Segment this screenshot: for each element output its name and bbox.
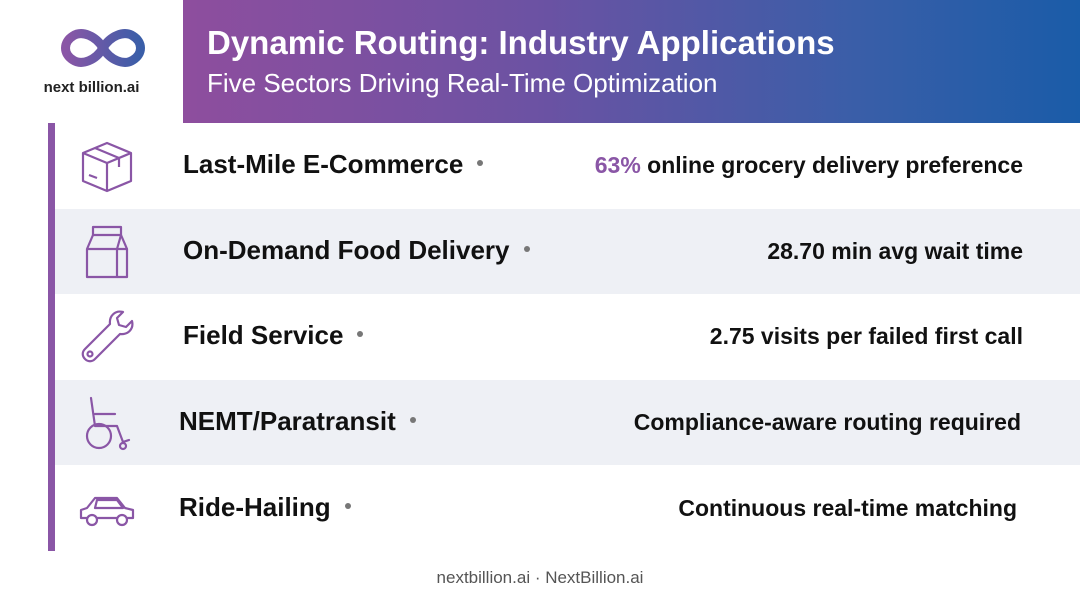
footer-text: nextbillion.ai · NextBillion.ai (436, 568, 644, 587)
logo-text: next billion.ai (43, 79, 140, 96)
industry-row-food-delivery: On-Demand Food Delivery 28.70 min avg wa… (55, 209, 1080, 294)
separator-dot (357, 331, 364, 338)
sector-label: NEMT/Paratransit (179, 406, 416, 437)
industry-row-field-service: Field Service 2.75 visits per failed fir… (55, 294, 1080, 379)
wrench-icon (81, 310, 134, 363)
industry-row-last-mile: Last-Mile E-Commerce 63% online grocery … (55, 123, 1080, 208)
separator-dot (344, 503, 351, 510)
sector-label: On-Demand Food Delivery (183, 235, 530, 266)
wheelchair-icon (85, 396, 131, 451)
header-banner: Dynamic Routing: Industry Applications F… (183, 0, 1080, 123)
sector-stat: Compliance-aware routing required (633, 409, 1021, 435)
separator-dot (477, 160, 484, 167)
industry-row-nemt: NEMT/Paratransit Compliance-aware routin… (55, 380, 1080, 465)
package-box-icon (81, 141, 133, 193)
sector-stat: 63% online grocery delivery preference (594, 152, 1023, 178)
infinity-logo-icon (61, 29, 145, 67)
separator-dot (523, 246, 530, 253)
car-icon (79, 496, 135, 527)
logo-area: next billion.ai (0, 0, 183, 123)
page-subtitle: Five Sectors Driving Real-Time Optimizat… (207, 68, 718, 98)
sector-label: Last-Mile E-Commerce (183, 149, 484, 180)
sector-stat: 28.70 min avg wait time (767, 238, 1023, 264)
sector-stat: Continuous real-time matching (678, 495, 1017, 521)
food-bag-icon (85, 225, 129, 279)
separator-dot (409, 417, 416, 424)
sector-label: Ride-Hailing (179, 492, 351, 523)
page-title: Dynamic Routing: Industry Applications (207, 24, 835, 61)
sector-label: Field Service (183, 320, 364, 351)
stat-highlight: 63% (594, 152, 641, 178)
accent-bar (48, 123, 55, 551)
sector-stat: 2.75 visits per failed first call (709, 323, 1023, 349)
industry-row-ride-hailing: Ride-Hailing Continuous real-time matchi… (55, 466, 1080, 551)
